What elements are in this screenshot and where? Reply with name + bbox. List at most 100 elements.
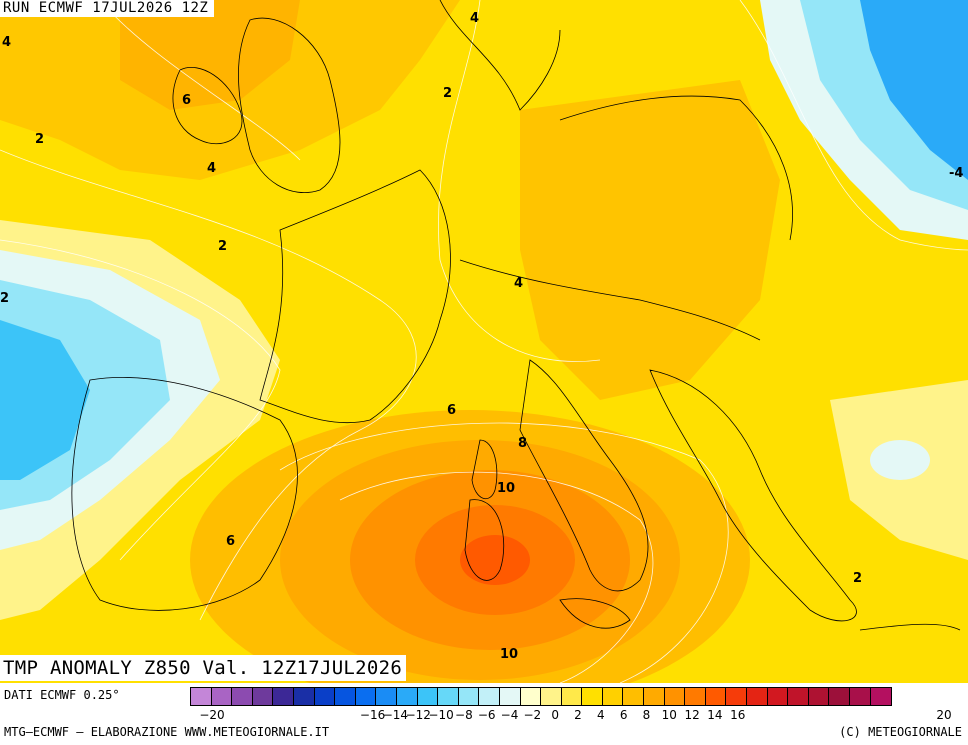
- scale-swatch: [767, 688, 789, 705]
- scale-tick-label: 4: [596, 708, 605, 722]
- contour-label: 4: [470, 11, 480, 26]
- scale-tick-label: 2: [574, 708, 582, 722]
- coast-ireland: [172, 67, 243, 145]
- scale-swatch: [829, 688, 850, 705]
- scale-swatch: [541, 688, 562, 705]
- contour-label: 10: [497, 481, 516, 496]
- coast-crete: [859, 623, 961, 631]
- scale-tick-labels: −20 −16 −14 −12 −10 −8 −6 −4 −2 0 2 4 6 8 10 12 14 16 20: [190, 708, 966, 724]
- contour-label: 10: [500, 647, 519, 662]
- scale-swatch: [314, 688, 336, 705]
- contour-line: [99, 0, 301, 161]
- coastlines: [71, 0, 961, 631]
- contour-line: [339, 471, 654, 683]
- scale-swatch: [396, 688, 418, 705]
- contour-line: [739, 0, 968, 251]
- scale-tick-label: 16: [730, 708, 746, 722]
- scale-swatch: [458, 688, 480, 705]
- border-ce: [559, 95, 793, 241]
- scale-tick-label: 8: [642, 708, 651, 722]
- footer-credit: MTG–ECMWF – ELABORAZIONE WWW.METEOGIORNA…: [4, 725, 330, 739]
- scale-swatch: [417, 688, 439, 705]
- scale-tick-label: −20: [199, 708, 225, 722]
- scale-swatch: [211, 688, 233, 705]
- scale-swatch: [726, 688, 748, 705]
- scale-swatch: [808, 688, 830, 705]
- scale-swatch: [252, 688, 274, 705]
- scale-swatch: [602, 688, 624, 705]
- scale-tick-label: −10: [428, 708, 454, 722]
- coast-balkans: [649, 369, 857, 622]
- scale-tick-label: 12: [684, 708, 700, 722]
- scale-swatch: [644, 688, 665, 705]
- scale-tick-label: 20: [936, 708, 952, 722]
- contour-label: 6: [447, 403, 457, 418]
- field-east-cold: [860, 0, 968, 180]
- scale-swatch: [355, 688, 377, 705]
- field-greece-cool: [870, 440, 930, 480]
- coast-france: [259, 169, 451, 424]
- scale-tick-label: −4: [500, 708, 519, 722]
- contour-lines: [0, 0, 968, 683]
- scale-swatch: [335, 688, 356, 705]
- field-atl-cold: [0, 320, 90, 480]
- scale-swatch: [685, 688, 706, 705]
- scale-swatch: [479, 688, 500, 705]
- coast-italy: [519, 359, 649, 592]
- scale-swatch: [623, 688, 645, 705]
- contour-label: 8: [518, 436, 528, 451]
- contour-line: [438, 0, 601, 362]
- map-field: [0, 0, 968, 683]
- scale-swatch: [191, 688, 212, 705]
- scale-swatch: [232, 688, 253, 705]
- data-source-label: DATI ECMWF 0.25°: [4, 688, 120, 702]
- field-med-core: [460, 535, 530, 585]
- footer-copyright: (C) METEOGIORNALE: [839, 725, 962, 739]
- border-alps: [459, 259, 761, 341]
- anomaly-map: 4 4 6 2 2 4 -4 2 2 4 6 8 10 6 2 10 RUN ECMWF 17JUL2026 …: [0, 0, 968, 683]
- scale-swatch: [870, 688, 892, 705]
- contour-label: 4: [207, 161, 217, 176]
- contour-label: 2: [443, 86, 453, 101]
- scale-swatch: [293, 688, 315, 705]
- scale-swatch: [705, 688, 727, 705]
- coast-sardinia: [464, 499, 505, 581]
- scale-swatch: [582, 688, 603, 705]
- anomaly-title: TMP ANOMALY Z850 Val. 12Z17JUL2026: [0, 655, 407, 681]
- contour-line: [279, 422, 729, 683]
- scale-tick-label: −8: [455, 708, 473, 722]
- scale-tick-label: 6: [619, 708, 628, 722]
- scale-swatch: [376, 688, 397, 705]
- scale-swatch: [788, 688, 809, 705]
- contour-label: 2: [35, 132, 45, 147]
- contour-label: 2: [0, 291, 10, 306]
- scale-tick-label: −12: [405, 708, 431, 722]
- scale-swatch: [561, 688, 583, 705]
- contour-label: 6: [226, 534, 236, 549]
- scale-swatch: [273, 688, 294, 705]
- contour-label: 4: [2, 35, 12, 50]
- legend-area: DATI ECMWF 0.25° −20 −16 −14 −12 −10 −8 −6 −4 −2…: [0, 683, 968, 745]
- scale-swatch: [499, 688, 521, 705]
- coast-corsica: [471, 439, 498, 500]
- scale-tick-label: −14: [382, 708, 409, 722]
- coast-iberia: [71, 377, 298, 611]
- scale-tick-label: −2: [523, 708, 542, 722]
- scale-swatch: [520, 688, 542, 705]
- scale-tick-label: 0: [551, 708, 559, 722]
- scale-tick-label: −6: [477, 708, 496, 722]
- contour-label: 4: [514, 276, 524, 291]
- scale-tick-label: 10: [661, 708, 677, 722]
- coast-sicily: [559, 598, 631, 629]
- coast-denmark: [439, 0, 561, 111]
- field-ce-warm: [520, 80, 780, 400]
- scale-tick-label: 14: [707, 708, 723, 722]
- field-uk-warm: [120, 0, 300, 110]
- contour-label: 6: [182, 93, 192, 108]
- contour-line: [0, 239, 281, 561]
- scale-swatch: [438, 688, 459, 705]
- contour-line: [0, 149, 417, 621]
- scale-swatch: [664, 688, 686, 705]
- contour-label: 2: [853, 571, 863, 586]
- color-scale-bar: [190, 687, 893, 706]
